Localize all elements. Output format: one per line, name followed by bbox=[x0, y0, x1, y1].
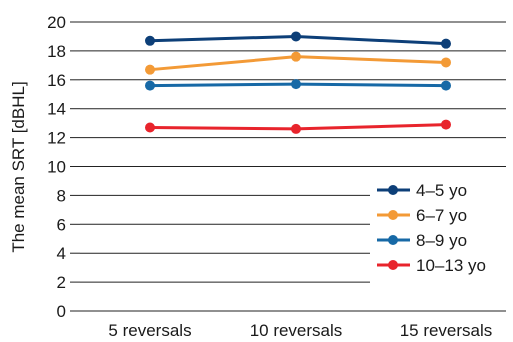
y-tick-label: 18 bbox=[47, 42, 66, 61]
data-point bbox=[441, 119, 451, 130]
gridlines bbox=[80, 21, 506, 312]
y-tick-label: 16 bbox=[47, 71, 66, 90]
y-tick-label: 6 bbox=[57, 215, 66, 234]
y-axis-ticks: 0 2 4 6 8 10 12 14 16 18 20 bbox=[47, 13, 80, 321]
data-point bbox=[145, 64, 155, 75]
legend-label: 8–9 yo bbox=[416, 231, 467, 250]
data-point bbox=[145, 122, 155, 133]
data-point bbox=[145, 35, 155, 46]
y-tick-label: 4 bbox=[57, 244, 66, 263]
data-point bbox=[291, 79, 301, 90]
y-tick-label: 2 bbox=[57, 273, 66, 292]
data-point bbox=[441, 57, 451, 68]
y-axis-title: The mean SRT [dBHL] bbox=[9, 81, 28, 252]
data-point bbox=[291, 123, 301, 134]
y-tick-label: 12 bbox=[47, 129, 66, 148]
y-tick-label: 14 bbox=[47, 100, 66, 119]
y-tick-label: 8 bbox=[57, 186, 66, 205]
legend-marker bbox=[388, 185, 398, 195]
x-axis-labels: 5 reversals 10 reversals 15 reversals bbox=[108, 321, 492, 340]
data-point bbox=[441, 80, 451, 91]
legend-marker bbox=[388, 260, 398, 270]
x-tick-label: 5 reversals bbox=[108, 321, 191, 340]
series-lines bbox=[145, 31, 451, 134]
x-tick-label: 10 reversals bbox=[250, 321, 343, 340]
data-point bbox=[145, 80, 155, 91]
legend-label: 6–7 yo bbox=[416, 206, 467, 225]
legend: 4–5 yo 6–7 yo 8–9 yo 10–13 yo bbox=[370, 176, 506, 289]
y-tick-label: 0 bbox=[57, 302, 66, 321]
data-point bbox=[291, 31, 301, 42]
legend-marker bbox=[388, 210, 398, 220]
legend-label: 10–13 yo bbox=[416, 256, 486, 275]
data-point bbox=[291, 51, 301, 62]
y-tick-label: 20 bbox=[47, 13, 66, 32]
y-tick-label: 10 bbox=[47, 158, 66, 177]
legend-marker bbox=[388, 235, 398, 245]
x-tick-label: 15 reversals bbox=[400, 321, 493, 340]
data-point bbox=[441, 38, 451, 49]
legend-label: 4–5 yo bbox=[416, 181, 467, 200]
